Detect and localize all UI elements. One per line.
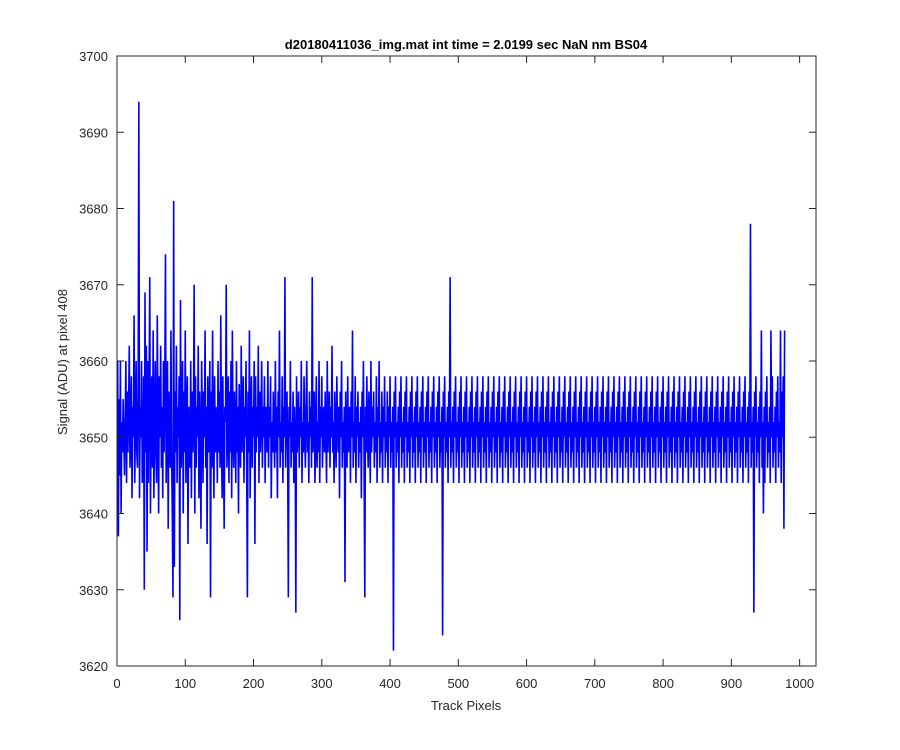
x-tick-label: 800 xyxy=(652,676,674,691)
x-tick-label: 200 xyxy=(243,676,265,691)
x-tick-label: 900 xyxy=(721,676,743,691)
ticks-layer: 0 100 200 300 400 500 600 700 800 900 1000 3620 3630… xyxy=(79,49,816,691)
x-tick-label: 100 xyxy=(174,676,196,691)
x-tick-label: 1000 xyxy=(785,676,814,691)
y-tick-label: 3650 xyxy=(79,430,108,445)
axes-background xyxy=(117,56,816,666)
y-tick-label: 3630 xyxy=(79,583,108,598)
y-tick-label: 3690 xyxy=(79,125,108,140)
series-layer xyxy=(116,101,786,651)
x-tick-label: 500 xyxy=(447,676,469,691)
plot-area: 0 100 200 300 400 500 600 700 800 900 1000 3620 3630… xyxy=(79,49,817,691)
x-tick-label: 700 xyxy=(584,676,606,691)
y-tick-label: 3670 xyxy=(79,278,108,293)
x-tick-label: 400 xyxy=(379,676,401,691)
y-tick-label: 3640 xyxy=(79,507,108,522)
y-tick-label: 3620 xyxy=(79,659,108,674)
x-tick-label: 300 xyxy=(311,676,333,691)
x-tick-label: 0 xyxy=(113,676,120,691)
x-axis-label: Track Pixels xyxy=(431,698,502,713)
x-tick-label: 600 xyxy=(516,676,538,691)
y-tick-label: 3660 xyxy=(79,354,108,369)
y-tick-label: 3680 xyxy=(79,202,108,217)
chart-title: d20180411036_img.mat int time = 2.0199 s… xyxy=(285,37,648,52)
series-line xyxy=(116,101,786,651)
y-tick-label: 3700 xyxy=(79,49,108,64)
y-axis-label: Signal (ADU) at pixel 408 xyxy=(55,289,70,435)
